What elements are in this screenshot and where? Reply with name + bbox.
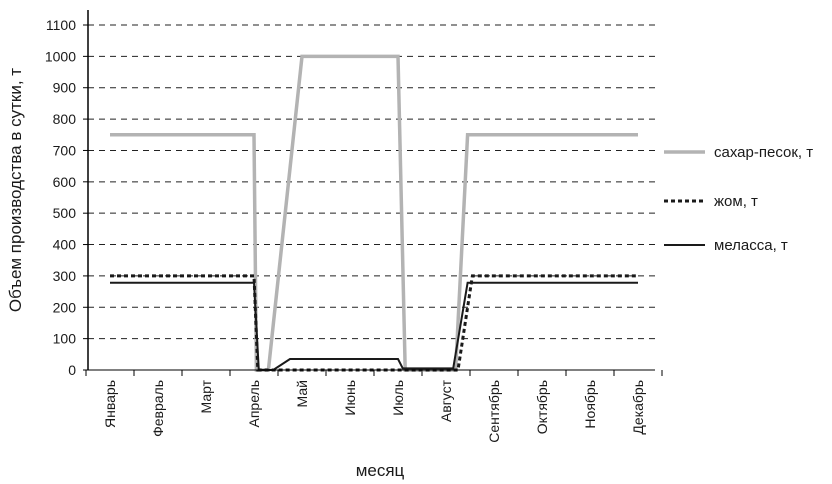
x-tick-label: Апрель (246, 380, 262, 428)
x-tick-label: Март (198, 379, 214, 413)
y-tick-label: 300 (53, 268, 77, 284)
y-tick-label: 700 (53, 142, 77, 158)
x-tick-label: Май (294, 380, 310, 407)
x-axis-label: месяц (356, 461, 405, 480)
x-tick-label: Декабрь (630, 380, 646, 435)
y-tick-label: 1100 (46, 17, 76, 33)
y-tick-label: 500 (53, 205, 77, 221)
legend: сахар-песок, т жом, т меласса, т (664, 144, 813, 254)
y-tick-label: 900 (53, 80, 77, 96)
x-tick-label: Октябрь (534, 380, 550, 434)
y-tick-label: 0 (68, 362, 76, 378)
series-line-2 (110, 274, 638, 372)
x-tick-label: Сентябрь (486, 380, 502, 443)
y-tick-label: 800 (53, 111, 77, 127)
y-axis-ticks: 0 100 200 300 400 500 600 700 800 900 1000 1100 (45, 17, 88, 378)
x-tick-label: Ноябрь (582, 380, 598, 429)
series-line-3 (110, 281, 638, 371)
legend-label: меласса, т (714, 237, 788, 254)
y-tick-label: 200 (53, 299, 77, 315)
grid-lines (88, 24, 655, 340)
legend-label: сахар-песок, т (714, 144, 813, 161)
x-tick-label: Июнь (342, 380, 358, 416)
legend-label: жом, т (714, 193, 758, 210)
y-axis-label: Объем производства в сутки, т (6, 68, 25, 312)
y-tick-label: 600 (53, 174, 77, 190)
x-tick-label: Январь (102, 380, 118, 428)
x-axis-ticks: Январь Февраль Март Апрель Май Июнь Июль Август… (85, 370, 663, 443)
y-tick-label: 100 (53, 331, 77, 347)
y-tick-label: 400 (53, 237, 77, 253)
x-tick-label: Февраль (150, 380, 166, 437)
y-tick-label: 1000 (45, 48, 76, 64)
x-tick-label: Август (438, 379, 454, 422)
x-tick-label: Июль (390, 380, 406, 416)
series-line-1 (110, 54, 638, 372)
